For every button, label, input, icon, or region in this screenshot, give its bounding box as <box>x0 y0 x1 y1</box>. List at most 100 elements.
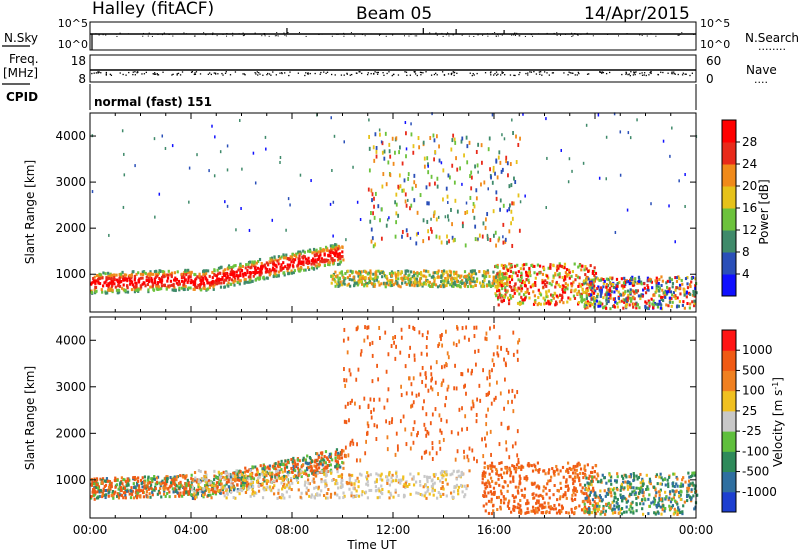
power-cell <box>587 277 590 281</box>
power-cell <box>102 271 105 275</box>
power-cell <box>226 204 229 208</box>
velocity-cell <box>317 466 321 470</box>
velocity-cell <box>110 485 113 489</box>
power-cell <box>598 176 601 180</box>
velocity-cell <box>186 478 189 482</box>
velocity-cell <box>187 492 191 496</box>
velocity-cell <box>588 474 591 478</box>
power-cell <box>614 230 617 234</box>
velocity-cell <box>358 405 361 410</box>
nave-dot <box>689 74 691 77</box>
power-cell <box>346 283 349 287</box>
power-cell <box>523 298 526 302</box>
power-cell <box>570 274 573 278</box>
velocity-cell <box>278 465 281 469</box>
power-cell <box>225 278 228 282</box>
power-cell <box>447 200 449 204</box>
power-cell <box>289 203 291 207</box>
nave-tick-top: 60 <box>706 54 721 68</box>
power-cell <box>274 263 277 267</box>
power-cell <box>217 266 221 270</box>
power-cell <box>271 266 275 270</box>
power-cell <box>521 301 525 305</box>
velocity-cell <box>241 480 245 484</box>
power-cell <box>129 282 132 286</box>
power-cell <box>435 134 438 139</box>
velocity-cell <box>317 454 320 458</box>
power-cell <box>372 282 375 286</box>
power-cell <box>107 271 110 275</box>
velocity-cell <box>417 491 420 495</box>
power-cell <box>126 286 129 290</box>
power-cell <box>220 265 223 269</box>
power-cell <box>507 296 510 300</box>
nsky-tick-bottom: 10^0 <box>58 38 88 51</box>
power-cell <box>373 279 376 283</box>
nave-dot <box>136 72 138 74</box>
velocity-cell <box>243 478 247 482</box>
velocity-cell <box>481 481 484 485</box>
power-cell <box>254 181 257 185</box>
power-cell <box>175 277 179 281</box>
velocity-cell <box>433 488 437 492</box>
power-cell <box>155 272 158 276</box>
power-cell <box>337 278 340 282</box>
power-cell <box>510 278 514 282</box>
power-cell <box>315 248 318 252</box>
velocity-cell <box>296 462 299 466</box>
power-cell <box>137 271 140 275</box>
velocity-cell <box>439 479 442 483</box>
velocity-cell <box>139 489 143 493</box>
power-cell <box>478 270 481 274</box>
power-cell <box>581 283 584 287</box>
power-cell <box>470 284 473 288</box>
power-cell <box>502 203 505 208</box>
power-cell <box>646 306 650 310</box>
velocity-cell <box>257 489 261 493</box>
nave-dot <box>677 73 679 76</box>
velocity-cell <box>390 476 393 480</box>
velocity-cell <box>487 511 491 515</box>
power-cell <box>340 270 343 274</box>
nave-dot <box>179 74 182 76</box>
power-cell <box>118 284 122 288</box>
velocity-cell <box>373 423 376 428</box>
power-cell <box>616 284 619 288</box>
power-cell <box>374 242 377 247</box>
power-cell <box>617 290 620 294</box>
nave-dot <box>643 74 645 76</box>
velocity-cell <box>463 335 466 340</box>
power-cell <box>334 254 337 258</box>
velocity-cell <box>351 473 354 477</box>
power-cell <box>301 260 304 264</box>
power-cell <box>648 304 651 308</box>
power-cell <box>382 272 385 276</box>
power-cell <box>169 279 173 283</box>
velocity-cell <box>110 493 113 497</box>
power-cell <box>412 150 415 155</box>
nave-dot <box>386 72 388 75</box>
nave-dot <box>243 73 246 75</box>
power-cell <box>198 274 201 278</box>
velocity-cell <box>387 490 390 494</box>
velocity-cell <box>455 477 458 481</box>
power-cell <box>485 284 489 288</box>
power-cell <box>226 276 229 280</box>
velocity-cell <box>283 482 286 486</box>
power-cell <box>668 287 671 291</box>
power-cell <box>513 176 515 181</box>
power-cell <box>226 144 229 148</box>
power-cell <box>248 228 251 232</box>
nave-dot <box>323 71 325 73</box>
power-cell <box>348 274 351 278</box>
velocity-cell <box>367 403 370 408</box>
power-cell <box>510 265 514 269</box>
power-cell <box>332 274 335 278</box>
power-cell <box>331 259 334 263</box>
nave-dot <box>134 74 136 76</box>
nsearch-dot <box>115 33 117 35</box>
power-cell <box>289 255 292 259</box>
power-cell <box>530 263 533 267</box>
power-cell <box>573 262 576 266</box>
nave-dot <box>281 72 283 75</box>
